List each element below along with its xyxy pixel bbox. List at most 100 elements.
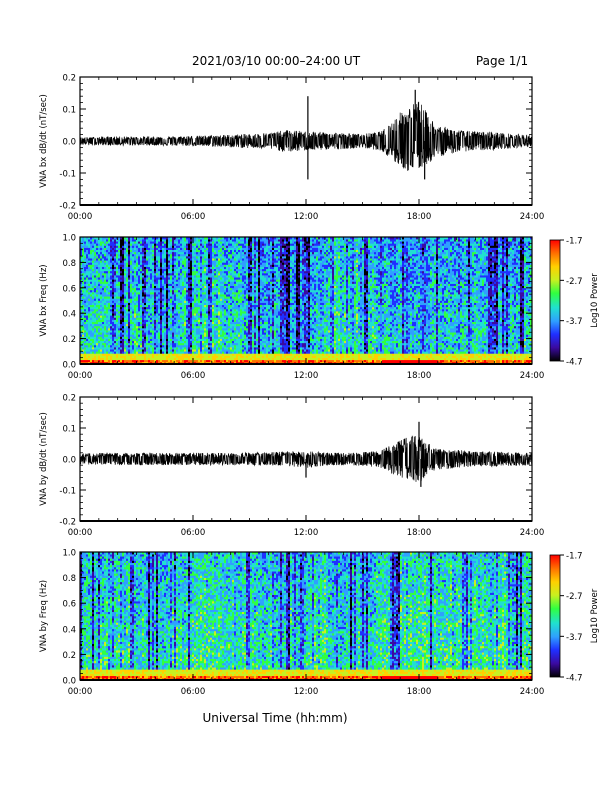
heatmap-cell bbox=[230, 308, 233, 312]
heatmap-cell bbox=[218, 296, 221, 299]
heatmap-cell bbox=[240, 321, 243, 325]
heatmap-cell bbox=[234, 256, 237, 259]
heatmap-cell bbox=[208, 328, 211, 331]
heatmap-cell bbox=[104, 321, 107, 325]
heatmap-cell bbox=[200, 328, 203, 331]
heatmap-cell bbox=[110, 281, 113, 284]
heatmap-cell bbox=[112, 289, 115, 293]
heatmap-cell bbox=[214, 237, 217, 240]
heatmap-cell bbox=[170, 323, 173, 327]
heatmap-cell bbox=[116, 349, 119, 352]
heatmap-cell bbox=[176, 296, 179, 299]
heatmap-cell bbox=[144, 308, 147, 312]
heatmap-cell bbox=[232, 239, 235, 242]
heatmap-cell bbox=[120, 334, 123, 337]
heatmap-cell bbox=[88, 243, 91, 246]
heatmap-cell bbox=[144, 258, 147, 261]
heatmap-cell bbox=[128, 323, 131, 327]
heatmap-cell bbox=[182, 342, 185, 346]
heatmap-cell bbox=[178, 353, 181, 356]
heatmap-cell bbox=[218, 268, 221, 272]
heatmap-cell bbox=[142, 251, 145, 255]
heatmap-cell bbox=[116, 277, 119, 280]
heatmap-cell bbox=[166, 251, 169, 255]
heatmap-cell bbox=[234, 313, 237, 316]
heatmap-cell bbox=[108, 323, 111, 327]
heatmap-cell bbox=[230, 283, 233, 286]
heatmap-cell bbox=[182, 300, 185, 303]
heatmap-cell bbox=[86, 272, 89, 276]
heatmap-cell bbox=[174, 296, 177, 299]
heatmap-cell bbox=[190, 287, 193, 291]
heatmap-cell bbox=[230, 296, 233, 299]
heatmap-cell bbox=[200, 264, 203, 267]
heatmap-cell bbox=[210, 256, 213, 259]
heatmap-cell bbox=[166, 285, 169, 289]
heatmap-cell bbox=[124, 258, 127, 261]
heatmap-cell bbox=[134, 275, 137, 278]
heatmap-cell bbox=[200, 294, 203, 297]
heatmap-cell bbox=[158, 323, 161, 327]
heatmap-cell bbox=[142, 249, 145, 253]
heatmap-cell bbox=[158, 298, 161, 301]
heatmap-cell bbox=[174, 315, 177, 318]
heatmap-cell bbox=[186, 264, 189, 267]
heatmap-cell bbox=[122, 251, 125, 255]
heatmap-cell bbox=[110, 317, 113, 320]
heatmap-cell bbox=[126, 253, 129, 257]
heatmap-cell bbox=[92, 351, 95, 354]
heatmap-cell bbox=[152, 342, 155, 346]
heatmap-cell bbox=[172, 349, 175, 352]
heatmap-cell bbox=[96, 256, 99, 259]
heatmap-cell bbox=[210, 262, 213, 265]
heatmap-cell bbox=[158, 283, 161, 286]
heatmap-cell bbox=[196, 357, 199, 361]
heatmap-cell bbox=[228, 308, 231, 312]
heatmap-cell bbox=[106, 336, 109, 339]
heatmap-cell bbox=[198, 342, 201, 346]
heatmap-cell bbox=[194, 268, 197, 272]
heatmap-cell bbox=[82, 270, 85, 274]
heatmap-cell bbox=[186, 311, 189, 314]
heatmap-cell bbox=[220, 317, 223, 320]
heatmap-cell bbox=[178, 332, 181, 335]
heatmap-cell bbox=[202, 272, 205, 276]
heatmap-cell bbox=[190, 266, 193, 270]
heatmap-cell bbox=[130, 260, 133, 263]
heatmap-cell bbox=[176, 334, 179, 337]
heatmap-cell bbox=[222, 260, 225, 263]
heatmap-cell bbox=[188, 334, 191, 337]
heatmap-cell bbox=[102, 272, 105, 276]
heatmap-cell bbox=[194, 264, 197, 267]
heatmap-cell bbox=[162, 262, 165, 265]
heatmap-cell bbox=[82, 344, 85, 348]
heatmap-cell bbox=[222, 251, 225, 255]
heatmap-cell bbox=[196, 270, 199, 274]
heatmap-cell bbox=[102, 264, 105, 267]
heatmap-cell bbox=[156, 302, 159, 306]
heatmap-cell bbox=[180, 239, 183, 242]
heatmap-cell bbox=[130, 239, 133, 242]
heatmap-cell bbox=[198, 272, 201, 276]
heatmap-cell bbox=[92, 306, 95, 310]
heatmap-cell bbox=[146, 287, 149, 291]
heatmap-cell bbox=[148, 357, 151, 361]
heatmap-cell bbox=[150, 275, 153, 278]
heatmap-cell bbox=[138, 328, 141, 331]
heatmap-cell bbox=[164, 304, 167, 308]
heatmap-cell bbox=[194, 245, 197, 248]
heatmap-cell bbox=[182, 347, 185, 350]
heatmap-cell bbox=[132, 268, 135, 272]
heatmap-cell bbox=[172, 245, 175, 248]
heatmap-cell bbox=[162, 256, 165, 259]
heatmap-cell bbox=[216, 311, 219, 314]
heatmap-cell bbox=[150, 260, 153, 263]
heatmap-cell bbox=[180, 268, 183, 272]
heatmap-cell bbox=[208, 247, 211, 250]
heatmap-cell bbox=[188, 325, 191, 329]
heatmap-cell bbox=[218, 270, 221, 274]
heatmap-cell bbox=[202, 334, 205, 337]
heatmap-cell bbox=[224, 260, 227, 263]
heatmap-cell bbox=[198, 332, 201, 335]
heatmap-cell bbox=[218, 308, 221, 312]
